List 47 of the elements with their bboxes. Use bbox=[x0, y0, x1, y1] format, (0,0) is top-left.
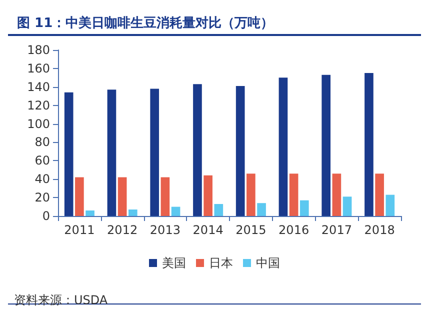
bar bbox=[86, 210, 94, 216]
y-tick-label: 120 bbox=[27, 98, 50, 112]
bar bbox=[204, 175, 212, 216]
y-tick-label: 100 bbox=[27, 116, 50, 131]
legend-label: 日本 bbox=[209, 256, 233, 270]
bar bbox=[342, 196, 352, 216]
bar bbox=[364, 73, 374, 216]
bar bbox=[289, 174, 298, 216]
bar bbox=[257, 203, 266, 216]
x-tick-label: 2018 bbox=[364, 223, 395, 237]
text: 资料来源：USDA bbox=[14, 293, 108, 307]
y-tick-label: 40 bbox=[34, 172, 50, 186]
bar bbox=[332, 174, 342, 216]
bar bbox=[128, 210, 138, 216]
bar bbox=[150, 88, 160, 216]
chart-title: 图 11：中美日咖啡生豆消耗量对比（万吨） bbox=[17, 15, 274, 31]
bar bbox=[75, 177, 84, 216]
y-tick-label: 20 bbox=[34, 190, 50, 205]
x-tick-label: 2012 bbox=[107, 223, 138, 237]
bar bbox=[171, 206, 180, 216]
bar bbox=[386, 194, 395, 216]
y-tick-label: 80 bbox=[34, 135, 50, 150]
bar bbox=[107, 90, 116, 216]
y-tick-label: 160 bbox=[27, 61, 50, 76]
legend-label: 中国 bbox=[256, 256, 280, 270]
bar bbox=[300, 200, 309, 216]
x-tick-label: 2017 bbox=[321, 223, 352, 237]
bar bbox=[278, 78, 288, 216]
y-tick-label: 60 bbox=[34, 154, 50, 168]
legend-label: 美国 bbox=[162, 256, 186, 270]
y-tick-label: 140 bbox=[27, 80, 50, 94]
x-tick-label: 2011 bbox=[64, 223, 95, 237]
bar bbox=[118, 177, 127, 216]
bar bbox=[246, 174, 256, 216]
bar bbox=[193, 84, 202, 216]
bar bbox=[214, 204, 224, 216]
bar bbox=[64, 92, 74, 216]
y-tick-label: 180 bbox=[27, 43, 50, 57]
x-tick-label: 2015 bbox=[236, 223, 266, 237]
x-tick-label: 2016 bbox=[278, 223, 310, 237]
x-tick-label: 2014 bbox=[192, 223, 224, 237]
y-tick-label: 0 bbox=[42, 209, 50, 223]
bar bbox=[375, 174, 384, 216]
bar bbox=[160, 177, 170, 216]
bar bbox=[236, 86, 245, 216]
bar bbox=[322, 74, 331, 216]
x-tick-label: 2013 bbox=[150, 223, 180, 237]
